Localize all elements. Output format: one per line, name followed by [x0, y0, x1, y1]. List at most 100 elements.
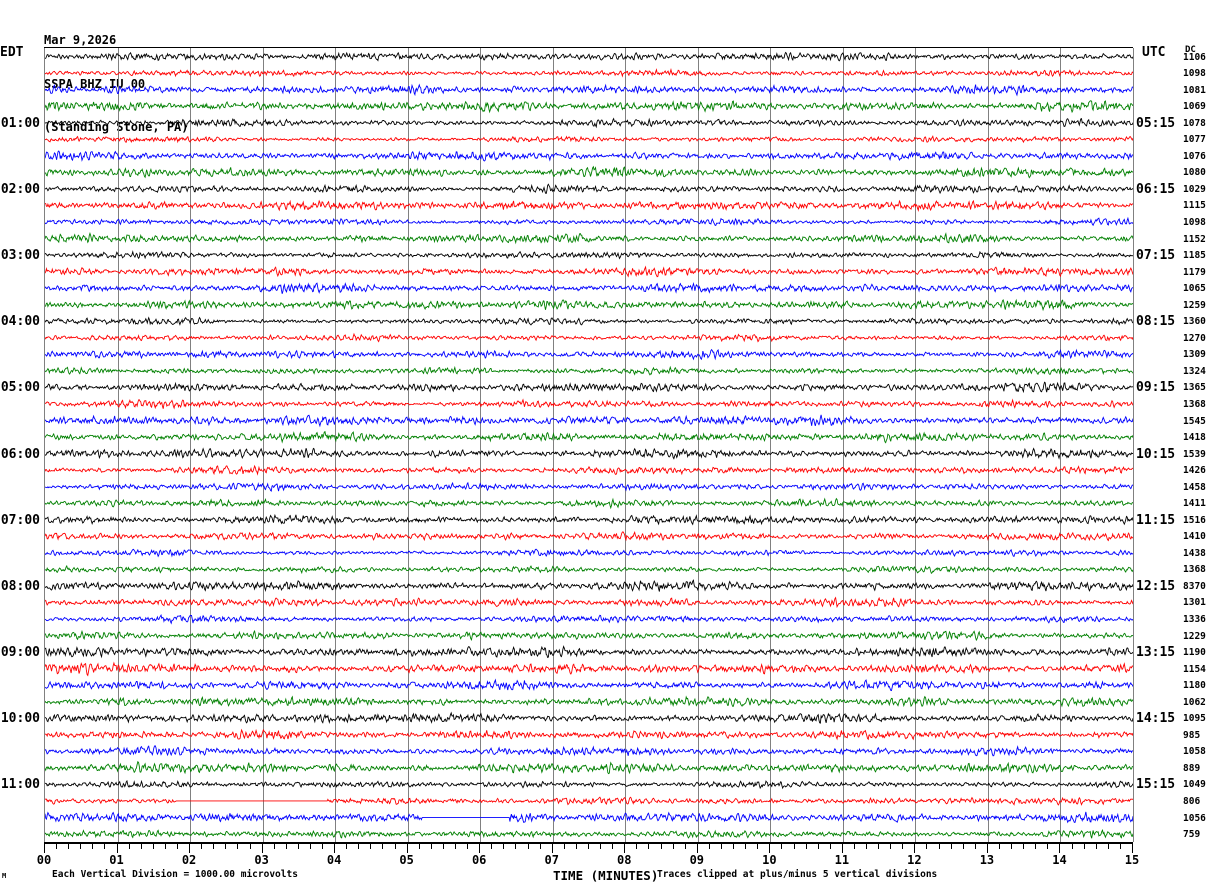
- gridline-minute-13: [988, 48, 989, 842]
- tick-minor: [1072, 844, 1073, 849]
- gridline-minute-11: [843, 48, 844, 842]
- tick-minor: [213, 844, 214, 849]
- tick-major: [769, 844, 770, 853]
- seismic-trace: [45, 135, 1133, 144]
- tick-minor: [926, 844, 927, 849]
- tick-minor: [1120, 844, 1121, 849]
- tick-minor: [419, 844, 420, 849]
- clip-note: Traces clipped at plus/minus 5 vertical …: [657, 869, 938, 880]
- dc-value: 1190: [1183, 647, 1206, 659]
- utc-hour-label: 12:15: [1136, 578, 1176, 594]
- dc-value: 1076: [1183, 150, 1206, 162]
- header-date: Mar 9,2026: [44, 33, 117, 47]
- x-tick-label: 06: [471, 853, 487, 867]
- utc-hour-label: 13:15: [1136, 645, 1176, 661]
- dc-value: 1095: [1183, 713, 1206, 725]
- tick-major: [842, 844, 843, 853]
- tick-minor: [165, 844, 166, 849]
- utc-hour-label: 11:15: [1136, 512, 1176, 528]
- tick-minor: [818, 844, 819, 849]
- tick-minor: [443, 844, 444, 849]
- seismic-trace: [45, 100, 1133, 114]
- tick-major: [624, 844, 625, 853]
- edt-hour-label: 01:00: [0, 115, 40, 131]
- dc-value: 985: [1183, 729, 1201, 741]
- dc-value: 1077: [1183, 134, 1206, 146]
- seismic-trace: [45, 661, 1133, 677]
- tick-major: [552, 844, 553, 853]
- edt-hour-label: 02:00: [0, 181, 40, 197]
- dc-value: 1106: [1183, 51, 1206, 63]
- seismic-trace: [45, 447, 1133, 460]
- seismic-trace: [45, 629, 1133, 642]
- tick-minor: [685, 844, 686, 849]
- dc-value: 1080: [1183, 167, 1206, 179]
- tick-minor: [1011, 844, 1012, 849]
- seismic-trace: [45, 811, 1133, 824]
- tick-major: [914, 844, 915, 853]
- seismic-trace: [45, 83, 1133, 97]
- dc-value: 1368: [1183, 564, 1206, 576]
- dc-value: 1049: [1183, 779, 1206, 791]
- tick-minor: [1108, 844, 1109, 849]
- x-tick-label: 02: [181, 853, 197, 867]
- gridline-minute-08: [625, 48, 626, 842]
- tick-minor: [503, 844, 504, 849]
- tick-minor: [890, 844, 891, 849]
- dc-value: 1115: [1183, 200, 1206, 212]
- tick-minor: [177, 844, 178, 849]
- seismic-trace: [45, 365, 1133, 376]
- tick-minor: [830, 844, 831, 849]
- dc-value: 1259: [1183, 299, 1206, 311]
- seismic-trace: [45, 216, 1133, 227]
- dc-value: 759: [1183, 829, 1201, 841]
- tick-minor: [129, 844, 130, 849]
- edt-hour-label: 04:00: [0, 314, 40, 330]
- corner-mark: M: [2, 872, 7, 880]
- dc-value: 1301: [1183, 597, 1206, 609]
- dc-value: 1098: [1183, 217, 1206, 229]
- dc-value: 1365: [1183, 382, 1206, 394]
- seismic-trace: [45, 165, 1133, 179]
- tick-minor: [346, 844, 347, 849]
- tick-minor: [878, 844, 879, 849]
- x-tick-label: 13: [979, 853, 995, 867]
- tick-minor: [540, 844, 541, 849]
- tick-minor: [310, 844, 311, 849]
- gridline-minute-12: [915, 48, 916, 842]
- dc-value: 1539: [1183, 448, 1206, 460]
- dc-value: 1438: [1183, 547, 1206, 559]
- seismic-trace: [45, 332, 1133, 343]
- dc-value: 1098: [1183, 68, 1206, 80]
- dc-value: 1185: [1183, 250, 1206, 262]
- seismic-trace: [45, 232, 1133, 245]
- tick-minor: [1035, 844, 1036, 849]
- seismic-trace: [45, 796, 1133, 806]
- seismic-trace: [45, 728, 1133, 741]
- seismic-trace: [45, 678, 1133, 692]
- tick-minor: [274, 844, 275, 849]
- seismic-trace: [45, 497, 1133, 510]
- dc-value: 8370: [1183, 580, 1206, 592]
- edt-hour-label: 05:00: [0, 380, 40, 396]
- dc-value: 1418: [1183, 432, 1206, 444]
- left-axis-label: EDT: [0, 45, 24, 60]
- utc-hour-label: 05:15: [1136, 115, 1176, 131]
- tick-major: [1132, 844, 1133, 853]
- tick-minor: [745, 844, 746, 849]
- tick-minor: [939, 844, 940, 849]
- trace-layer: [45, 51, 1133, 839]
- gridline-minute-10: [770, 48, 771, 842]
- tick-minor: [455, 844, 456, 849]
- x-tick-label: 01: [109, 853, 124, 867]
- edt-hour-label: 06:00: [0, 446, 40, 462]
- dc-value: 1309: [1183, 349, 1206, 361]
- tick-minor: [999, 844, 1000, 849]
- dc-value: 1270: [1183, 332, 1206, 344]
- tick-major: [262, 844, 263, 853]
- utc-hour-label: 09:15: [1136, 380, 1176, 396]
- seismic-trace: [45, 829, 1133, 839]
- seismic-trace: [45, 298, 1133, 312]
- tick-minor: [975, 844, 976, 849]
- tick-minor: [1047, 844, 1048, 849]
